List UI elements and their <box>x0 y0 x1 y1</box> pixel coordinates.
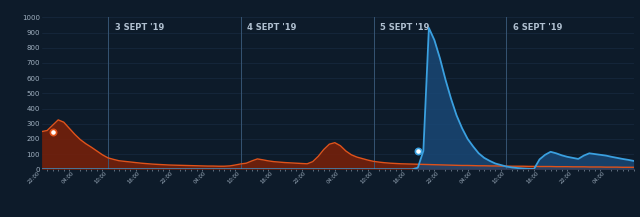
Text: 5 SEPT '19: 5 SEPT '19 <box>380 23 429 32</box>
Text: 6 SEPT '19: 6 SEPT '19 <box>513 23 563 32</box>
Text: 3 SEPT '19: 3 SEPT '19 <box>115 23 164 32</box>
Text: 4 SEPT '19: 4 SEPT '19 <box>248 23 297 32</box>
